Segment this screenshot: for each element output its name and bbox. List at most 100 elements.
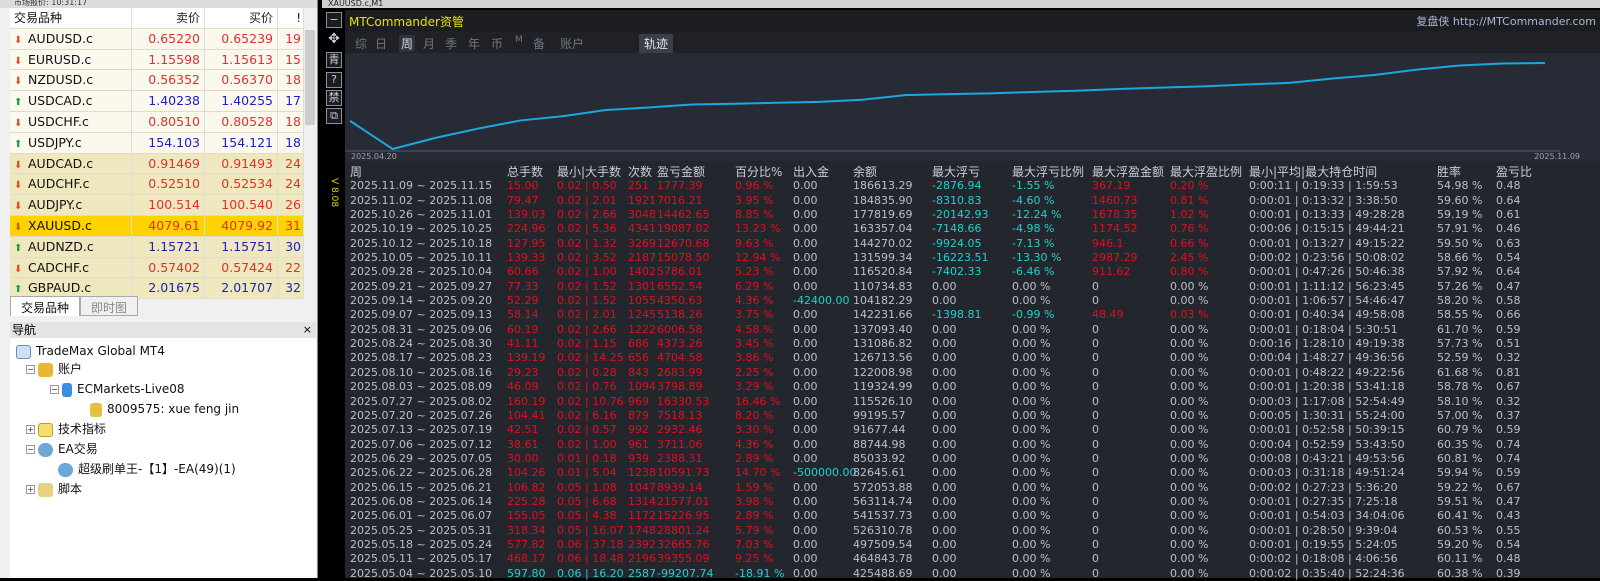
help-button[interactable]: ?	[326, 72, 342, 88]
market-watch-row[interactable]: ⬆ USDCAD.c 1.40238 1.40255 17	[10, 91, 304, 112]
table-row[interactable]: 2025.10.26 ~ 2025.11.01 139.03 0.02 | 2.66…	[345, 208, 1600, 222]
tree-terminal[interactable]: TradeMax Global MT4	[16, 342, 165, 360]
tree-indicators[interactable]: + 技术指标	[26, 420, 106, 438]
menu-item[interactable]: M	[515, 35, 523, 45]
tab-symbols[interactable]: 交易品种	[10, 296, 81, 316]
table-row[interactable]: 2025.08.31 ~ 2025.09.06 60.19 0.02 | 2.66 1…	[345, 323, 1600, 337]
table-row[interactable]: 2025.10.12 ~ 2025.10.18 127.95 0.02 | 1.32…	[345, 237, 1600, 251]
market-watch-title: 市场报价: 10:31:17	[0, 0, 317, 8]
table-row[interactable]: 2025.09.21 ~ 2025.09.27 77.33 0.02 | 1.52 1…	[345, 280, 1600, 294]
table-row[interactable]: 2025.06.22 ~ 2025.06.28 104.26 0.01 | 5.04…	[345, 466, 1600, 480]
table-row[interactable]: 2025.06.29 ~ 2025.07.05 30.00 0.01 | 0.18 9…	[345, 452, 1600, 466]
market-watch-row[interactable]: ⬇ AUDUSD.c 0.65220 0.65239 19	[10, 28, 304, 50]
table-row[interactable]: 2025.08.17 ~ 2025.08.23 139.19 0.02 | 14.2…	[345, 351, 1600, 365]
table-cell: 160.19	[507, 394, 546, 408]
market-watch-row[interactable]: ⬆ GBPAUD.c 2.01675 2.01707 32	[10, 278, 304, 300]
table-row[interactable]: 2025.06.08 ~ 2025.06.14 225.28 0.05 | 6.68…	[345, 495, 1600, 509]
track-button[interactable]: 轨迹	[639, 34, 674, 53]
market-watch-row[interactable]: ⬇ AUDCHF.c 0.52510 0.52534 24	[10, 174, 304, 196]
market-watch-scrollbar[interactable]	[304, 8, 316, 298]
tree-account[interactable]: 8009575: xue feng jin	[90, 400, 239, 418]
table-row[interactable]: 2025.05.25 ~ 2025.05.31 318.34 0.05 | 16.0…	[345, 524, 1600, 538]
market-watch-row[interactable]: ⬇ USDCHF.c 0.80510 0.80528 18	[10, 111, 304, 133]
collapse-icon[interactable]: −	[50, 385, 59, 394]
table-row[interactable]: 2025.11.09 ~ 2025.11.15 15.00 0.02 | 0.50 2…	[345, 179, 1600, 193]
table-row[interactable]: 2025.07.20 ~ 2025.07.26 104.41 0.02 | 6.16…	[345, 409, 1600, 423]
table-row[interactable]: 2025.06.15 ~ 2025.06.21 106.82 0.05 | 1.08…	[345, 481, 1600, 495]
market-watch-row[interactable]: ⬆ USDJPY.c 154.103 154.121 18	[10, 132, 304, 154]
close-icon[interactable]: ×	[302, 323, 312, 336]
tree-expert-item[interactable]: 超级刷单王-【1】-EA(49)(1)	[58, 460, 236, 478]
market-watch-row[interactable]: ⬇ AUDCAD.c 0.91469 0.91493 24	[10, 153, 304, 175]
table-row[interactable]: 2025.05.18 ~ 2025.05.24 577.82 0.06 | 37.1…	[345, 538, 1600, 552]
market-watch-row[interactable]: ⬇ XAUUSD.c 4079.61 4079.92 31	[10, 215, 304, 237]
table-cell: 60.38 %	[1437, 566, 1483, 580]
table-cell: 0.02 | 1.52	[557, 294, 617, 308]
toolbar-button-qing[interactable]: 青	[326, 52, 342, 68]
menu-item[interactable]: 日	[375, 37, 388, 51]
tree-accounts[interactable]: − 账户	[26, 360, 82, 378]
table-cell: 0:00:02 | 0:23:56 | 50:08:02	[1249, 251, 1405, 265]
table-cell: 464843.78	[853, 552, 913, 566]
menu-item[interactable]: 账户	[560, 37, 585, 51]
version-label: V 8.08	[329, 178, 339, 208]
col-ask[interactable]: 买价	[205, 8, 278, 28]
table-row[interactable]: 2025.08.24 ~ 2025.08.30 41.11 0.02 | 1.15 6…	[345, 337, 1600, 351]
tree-server[interactable]: − ECMarkets-Live08	[50, 380, 185, 398]
market-watch-row[interactable]: ⬆ AUDNZD.c 1.15721 1.15751 30	[10, 236, 304, 258]
collapse-icon[interactable]: −	[26, 365, 35, 374]
window-restore-button[interactable]: ⧉	[326, 108, 342, 124]
table-row[interactable]: 2025.07.27 ~ 2025.08.02 160.19 0.02 | 10.7…	[345, 395, 1600, 409]
move-icon[interactable]: ✥	[328, 31, 340, 47]
tab-tick-chart[interactable]: 即时图	[80, 296, 139, 316]
table-cell: 9.63 %	[735, 236, 774, 250]
menu-item[interactable]: 币	[491, 37, 504, 51]
menu-item[interactable]: 月	[423, 37, 436, 51]
table-cell: 0.67	[1496, 480, 1521, 494]
table-cell: 58.14	[507, 308, 539, 322]
table-row[interactable]: 2025.09.28 ~ 2025.10.04 60.66 0.02 | 1.00 1…	[345, 265, 1600, 279]
tree-scripts[interactable]: + 脚本	[26, 480, 82, 498]
market-watch-row[interactable]: ⬇ AUDJPY.c 100.514 100.540 26	[10, 195, 304, 216]
table-cell: 0.02 | 1.00	[557, 265, 617, 279]
collapse-icon[interactable]: −	[26, 445, 35, 454]
menu-item[interactable]: 年	[468, 37, 481, 51]
menu-item[interactable]: 备	[533, 37, 546, 51]
market-watch-row[interactable]: ⬇ NZDUSD.c 0.56352 0.56370 18	[10, 70, 304, 92]
table-row[interactable]: 2025.08.10 ~ 2025.08.16 29.23 0.02 | 0.28 8…	[345, 366, 1600, 380]
table-row[interactable]: 2025.08.03 ~ 2025.08.09 46.09 0.02 | 0.76 1…	[345, 380, 1600, 394]
table-row[interactable]: 2025.09.07 ~ 2025.09.13 58.14 0.02 | 2.01 1…	[345, 308, 1600, 322]
table-header: 周 总手数 最小|大手数 次数 盈亏金额 百分比% 出入金 余额 最大浮亏 最大浮亏比例 最大浮盈金…	[345, 165, 1600, 179]
table-row[interactable]: 2025.07.13 ~ 2025.07.19 42.51 0.02 | 0.57 9…	[345, 423, 1600, 437]
market-watch-row[interactable]: ⬇ EURUSD.c 1.15598 1.15613 15	[10, 49, 304, 71]
scroll-thumb[interactable]	[305, 30, 315, 125]
table-row[interactable]: 2025.10.19 ~ 2025.10.25 224.96 0.02 | 5.36…	[345, 222, 1600, 236]
menu-item[interactable]: 综	[355, 37, 368, 51]
market-watch-row[interactable]: ⬇ CADCHF.c 0.57402 0.57424 22	[10, 257, 304, 279]
table-row[interactable]: 2025.10.05 ~ 2025.10.11 139.33 0.02 | 3.52…	[345, 251, 1600, 265]
col-bid[interactable]: 卖价	[132, 8, 205, 28]
table-cell: 4350.63	[657, 294, 703, 308]
site-link[interactable]: 复盘侠 http://MTCommander.com	[1416, 15, 1596, 28]
expand-icon[interactable]: +	[26, 425, 35, 434]
col-spread[interactable]: !	[278, 8, 304, 28]
table-cell: 126713.56	[853, 351, 913, 365]
col-symbol[interactable]: 交易品种	[10, 8, 132, 28]
table-row[interactable]: 2025.09.14 ~ 2025.09.20 52.29 0.02 | 1.52 1…	[345, 294, 1600, 308]
arrow-down-icon: ⬇	[14, 117, 23, 129]
minimize-button[interactable]: −	[326, 12, 342, 28]
table-cell: 0.00 %	[1170, 523, 1209, 537]
tree-experts[interactable]: − EA交易	[26, 440, 98, 458]
table-cell: 0:00:02 | 0:27:23 | 5:36:20	[1249, 480, 1398, 494]
toolbar-button-jin[interactable]: 禁	[326, 90, 342, 106]
table-cell: 0:00:01 | 0:47:26 | 50:46:38	[1249, 265, 1405, 279]
expand-icon[interactable]: +	[26, 485, 35, 494]
table-row[interactable]: 2025.07.06 ~ 2025.07.12 38.61 0.02 | 1.00 9…	[345, 438, 1600, 452]
table-row[interactable]: 2025.11.02 ~ 2025.11.08 79.47 0.02 | 2.01 1…	[345, 194, 1600, 208]
table-row[interactable]: 2025.05.11 ~ 2025.05.17 468.17 0.06 | 18.4…	[345, 552, 1600, 566]
table-row[interactable]: 2025.05.04 ~ 2025.05.10 597.80 0.06 | 16.2…	[345, 567, 1600, 581]
menu-item[interactable]: 周	[399, 35, 416, 52]
table-row[interactable]: 2025.06.01 ~ 2025.06.07 155.05 0.05 | 4.38…	[345, 509, 1600, 523]
symbol-name: AUDCAD.c	[28, 155, 94, 171]
menu-item[interactable]: 季	[445, 37, 458, 51]
